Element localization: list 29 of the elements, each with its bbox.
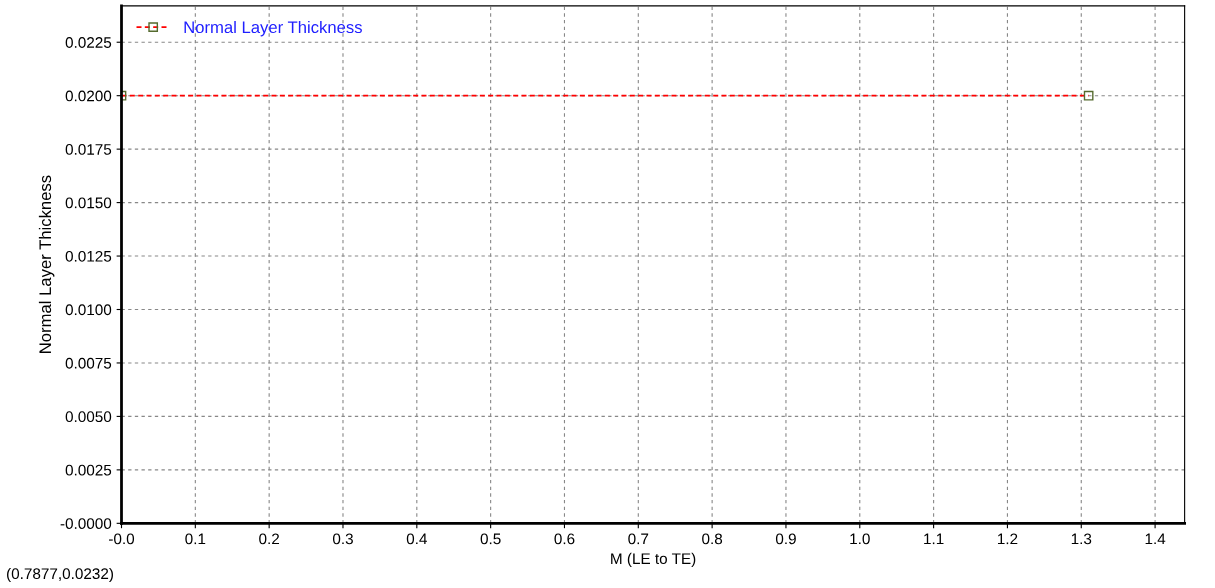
y-tick-label: 0.0050 bbox=[65, 411, 112, 423]
x-tick-label: 1.0 bbox=[850, 533, 870, 545]
x-tick-label: 1.2 bbox=[997, 533, 1018, 545]
x-tick-label: 0.5 bbox=[480, 533, 501, 545]
text: (0.7877,0.0232) bbox=[7, 567, 113, 583]
x-tick-label: 0.6 bbox=[554, 533, 575, 545]
y-tick-label: 0.0075 bbox=[65, 357, 112, 369]
x-tick-label: 0.3 bbox=[332, 533, 353, 545]
y-axis-title: Normal Layer Thickness bbox=[38, 175, 55, 353]
x-tick-label: 0.8 bbox=[702, 533, 723, 545]
x-tick-label: -0.0 bbox=[109, 533, 135, 545]
x-tick-label: 0.4 bbox=[406, 533, 427, 545]
y-tick-label: 0.0175 bbox=[65, 144, 112, 155]
x-tick-label: 0.7 bbox=[628, 533, 649, 545]
y-tick-label: 0.0225 bbox=[65, 37, 112, 48]
x-tick-label: 1.4 bbox=[1145, 533, 1166, 545]
x-tick-label: 0.9 bbox=[775, 533, 796, 545]
y-tick-label: 0.0025 bbox=[65, 464, 112, 476]
y-tick-label: 0.0100 bbox=[65, 304, 112, 316]
x-tick-label: 1.1 bbox=[924, 533, 944, 545]
y-tick-label: 0.0200 bbox=[65, 90, 112, 102]
x-tick-label: 0.2 bbox=[259, 533, 280, 545]
y-tick-label: 0.0125 bbox=[65, 250, 112, 262]
x-axis-title: M (LE to TE) bbox=[611, 552, 696, 568]
legend-label: Normal Layer Thickness bbox=[184, 20, 362, 37]
y-tick-label: 0.0150 bbox=[65, 197, 112, 209]
x-tick-label: 0.1 bbox=[185, 533, 206, 545]
y-tick-label: -0.0000 bbox=[60, 518, 112, 530]
x-tick-label: 1.3 bbox=[1071, 533, 1092, 545]
